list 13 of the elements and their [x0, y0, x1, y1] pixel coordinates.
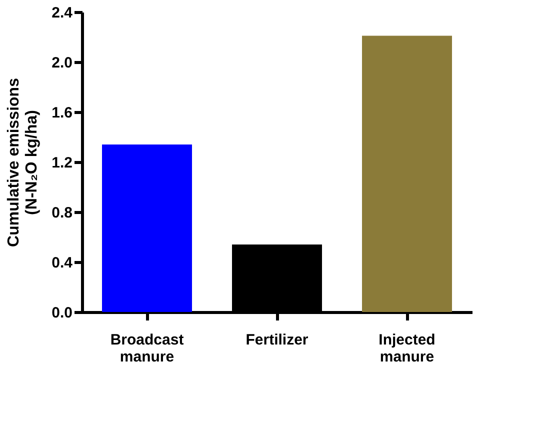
x-tick-label: Broadcast manure: [110, 332, 184, 366]
x-tick-label: Injected manure: [378, 332, 436, 366]
y-tick-label: 2.0: [52, 54, 72, 72]
y-tick-label: 2.4: [52, 4, 74, 22]
bar: [362, 36, 452, 312]
y-tick-label: 0.0: [52, 304, 72, 322]
y-tick-label: 0.4: [52, 254, 74, 272]
y-tick-label: 1.2: [52, 154, 72, 172]
y-axis-title: Cumulative emissions (N-N₂O kg/ha): [6, 78, 41, 247]
y-tick-label: 0.8: [52, 204, 72, 222]
bar: [102, 144, 192, 312]
x-tick-label: Fertilizer: [246, 332, 308, 348]
y-tick-label: 1.6: [52, 104, 72, 122]
